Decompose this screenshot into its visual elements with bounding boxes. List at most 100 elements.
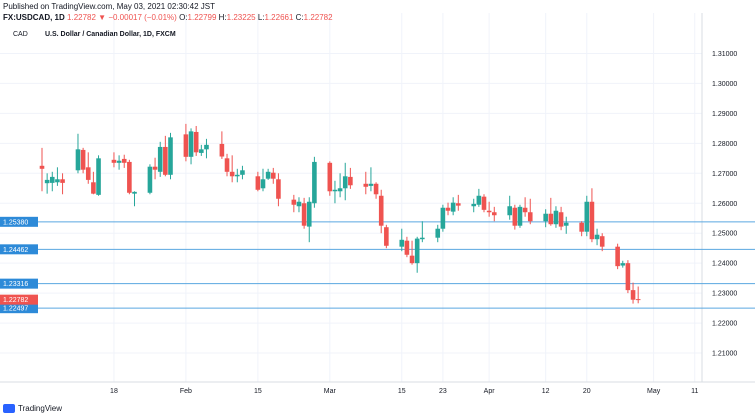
candle-body-up bbox=[342, 176, 348, 189]
candle-body-down bbox=[599, 236, 605, 247]
horizontal-levels bbox=[0, 221, 755, 309]
level-badge-label: 1.23316 bbox=[3, 281, 28, 288]
level-badge-box bbox=[0, 303, 38, 314]
level-badge-box bbox=[0, 244, 38, 255]
candle-body-up bbox=[49, 176, 55, 183]
time-tick-label: 11 bbox=[691, 388, 698, 395]
candle-body-down bbox=[152, 166, 158, 170]
level-badge-box bbox=[0, 278, 38, 289]
time-tick-label: 15 bbox=[398, 388, 406, 395]
published-note: Published on TradingView.com, May 03, 20… bbox=[3, 2, 215, 11]
candle-body-up bbox=[168, 137, 173, 175]
candle-body-up bbox=[507, 206, 512, 216]
chart-header: Published on TradingView.com, May 03, 20… bbox=[3, 2, 333, 22]
symbol-quote-line: FX:USDCAD, 1D 1.22782 ▼ −0.00017 (−0.01%… bbox=[3, 13, 333, 22]
candle-body-down bbox=[486, 210, 492, 213]
candle-body-down bbox=[276, 179, 281, 199]
candle-body-up bbox=[337, 188, 343, 192]
candle-body-up bbox=[240, 170, 245, 175]
close-label: C: bbox=[295, 13, 304, 22]
candle-body-up bbox=[204, 144, 209, 150]
candle-body-up bbox=[435, 228, 441, 238]
candle-body-up bbox=[450, 202, 456, 212]
candle-body-down bbox=[615, 246, 620, 267]
candle-body-down bbox=[404, 240, 410, 255]
candle-body-down bbox=[39, 165, 45, 169]
candle-body-down bbox=[384, 227, 389, 246]
last-price-badge-label: 1.22782 bbox=[3, 297, 28, 304]
candle-body-down bbox=[291, 199, 297, 205]
candle-body-up bbox=[306, 201, 312, 227]
candle-body-down bbox=[481, 196, 487, 210]
level-badge-box bbox=[0, 216, 38, 227]
candle-body-up bbox=[55, 179, 60, 183]
candle-body-up bbox=[440, 207, 446, 229]
candle-body-down bbox=[558, 212, 564, 227]
candle-body-up bbox=[553, 210, 559, 225]
high-value: 1.23225 bbox=[226, 13, 256, 22]
low-value: 1.22661 bbox=[264, 13, 294, 22]
candle-body-down bbox=[301, 203, 307, 226]
chart-grid bbox=[0, 13, 702, 382]
candle-body-down bbox=[445, 207, 451, 211]
candle-body-up bbox=[44, 179, 50, 184]
candle-body-down bbox=[91, 182, 96, 194]
time-tick-label: 18 bbox=[110, 388, 118, 395]
candle-body-down bbox=[630, 290, 636, 300]
candle-body-down bbox=[348, 176, 353, 186]
currency-label: CAD bbox=[13, 31, 28, 38]
time-tick-label: 20 bbox=[583, 388, 591, 395]
high-label: H: bbox=[218, 13, 227, 22]
candle-body-up bbox=[594, 234, 600, 240]
close-value: 1.22782 bbox=[303, 13, 333, 22]
price-tick-label: 1.27000 bbox=[712, 171, 737, 178]
candle-body-down bbox=[327, 162, 333, 192]
candle-body-up bbox=[75, 149, 81, 171]
candle-body-down bbox=[219, 143, 225, 157]
candle-body-down bbox=[224, 158, 230, 172]
candle-body-down bbox=[378, 195, 384, 226]
symbol-label: FX:USDCAD, 1D bbox=[3, 13, 65, 22]
time-tick-label: 15 bbox=[254, 388, 262, 395]
candle-body-down bbox=[229, 171, 235, 177]
candle-body-up bbox=[260, 179, 266, 189]
candle-body-down bbox=[60, 179, 65, 183]
candle-body-up bbox=[517, 206, 523, 226]
candle-body-up bbox=[620, 263, 626, 266]
price-tick-label: 1.22000 bbox=[712, 321, 737, 328]
candle-body-up bbox=[563, 222, 569, 226]
candle-body-up bbox=[147, 166, 153, 193]
candle-body-up bbox=[476, 195, 482, 205]
price-tick-label: 1.24000 bbox=[712, 261, 737, 268]
low-label: L: bbox=[257, 13, 265, 22]
candle-body-up bbox=[132, 191, 137, 194]
candle-body-down bbox=[491, 212, 497, 216]
candle-body-up bbox=[157, 146, 163, 172]
price-tick-label: 1.31000 bbox=[712, 51, 737, 58]
price-tick-label: 1.26000 bbox=[712, 201, 737, 208]
candle-body-down bbox=[270, 172, 276, 179]
brand-text: TradingView bbox=[18, 404, 63, 413]
time-tick-label: May bbox=[647, 388, 661, 395]
tradingview-logo[interactable]: TradingView bbox=[3, 404, 62, 413]
tradingview-logo-icon bbox=[3, 404, 15, 413]
time-tick-label: Apr bbox=[484, 388, 496, 395]
candlestick-series bbox=[39, 123, 641, 304]
candle-body-up bbox=[420, 237, 425, 240]
candle-body-down bbox=[409, 255, 415, 264]
price-tick-label: 1.28000 bbox=[712, 141, 737, 148]
candle-body-down bbox=[373, 183, 379, 195]
candle-body-down bbox=[512, 207, 518, 226]
candle-body-down bbox=[589, 201, 595, 240]
candle-body-up bbox=[414, 238, 420, 264]
candle-body-up bbox=[235, 174, 240, 177]
candle-body-up bbox=[116, 160, 122, 163]
candle-body-down bbox=[163, 146, 168, 175]
level-badge-label: 1.25380 bbox=[3, 219, 28, 226]
candle-body-down bbox=[80, 149, 86, 170]
candle-body-down bbox=[625, 263, 631, 291]
candle-body-up bbox=[265, 171, 271, 179]
level-badge-label: 1.24462 bbox=[3, 247, 28, 254]
time-axis-labels: 18 Feb 15 Mar 15 23 Apr 12 20 May 11 bbox=[110, 388, 698, 395]
